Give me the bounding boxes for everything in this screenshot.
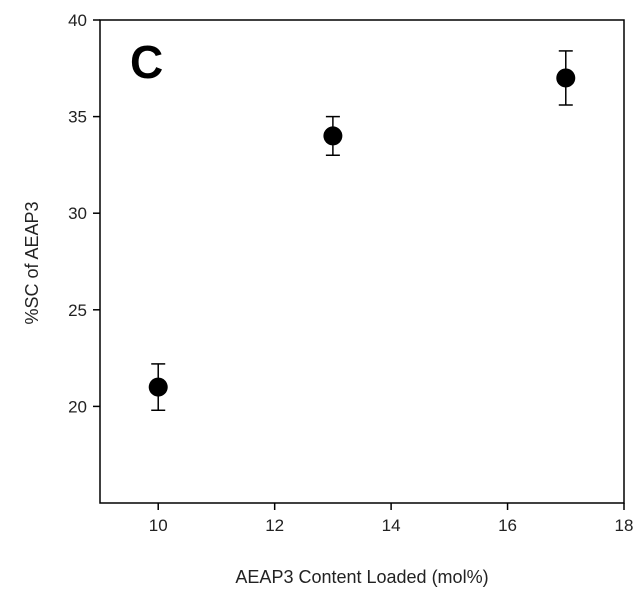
data-point	[148, 363, 168, 412]
plot-frame	[99, 19, 625, 504]
plot-area	[99, 19, 625, 504]
y-tick-label: 40	[68, 11, 87, 30]
y-tick-label: 20	[68, 397, 87, 416]
x-tick-label: 18	[615, 516, 634, 535]
data-point	[556, 50, 576, 106]
x-tick-label: 14	[382, 516, 401, 535]
y-tick-label: 35	[68, 108, 87, 127]
x-tick-label: 16	[498, 516, 517, 535]
point-marker	[323, 126, 343, 146]
x-tick-label: 12	[265, 516, 284, 535]
y-axis: 20 25 30 35 40	[68, 11, 100, 416]
x-axis-title: AEAP3 Content Loaded (mol%)	[235, 567, 488, 587]
x-tick-label: 10	[149, 516, 168, 535]
point-marker	[148, 377, 168, 397]
y-tick-label: 25	[68, 301, 87, 320]
panel-label: C	[130, 36, 163, 88]
y-tick-label: 30	[68, 204, 87, 223]
y-axis-title: %SC of AEAP3	[22, 201, 42, 324]
x-axis: 10 12 14 16 18	[149, 503, 634, 535]
data-point	[323, 115, 343, 156]
point-marker	[556, 68, 576, 88]
data-points	[148, 50, 576, 412]
